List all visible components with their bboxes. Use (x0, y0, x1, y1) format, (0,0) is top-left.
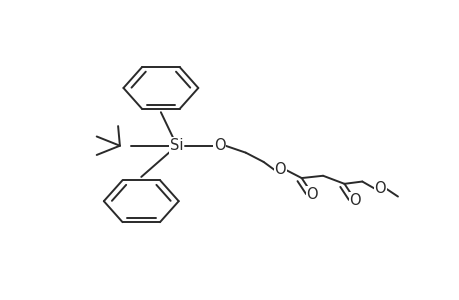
Text: O: O (274, 163, 285, 178)
Text: Si: Si (170, 138, 183, 153)
Text: O: O (306, 187, 318, 202)
Text: O: O (374, 181, 385, 196)
Text: O: O (348, 193, 360, 208)
Text: O: O (213, 138, 225, 153)
